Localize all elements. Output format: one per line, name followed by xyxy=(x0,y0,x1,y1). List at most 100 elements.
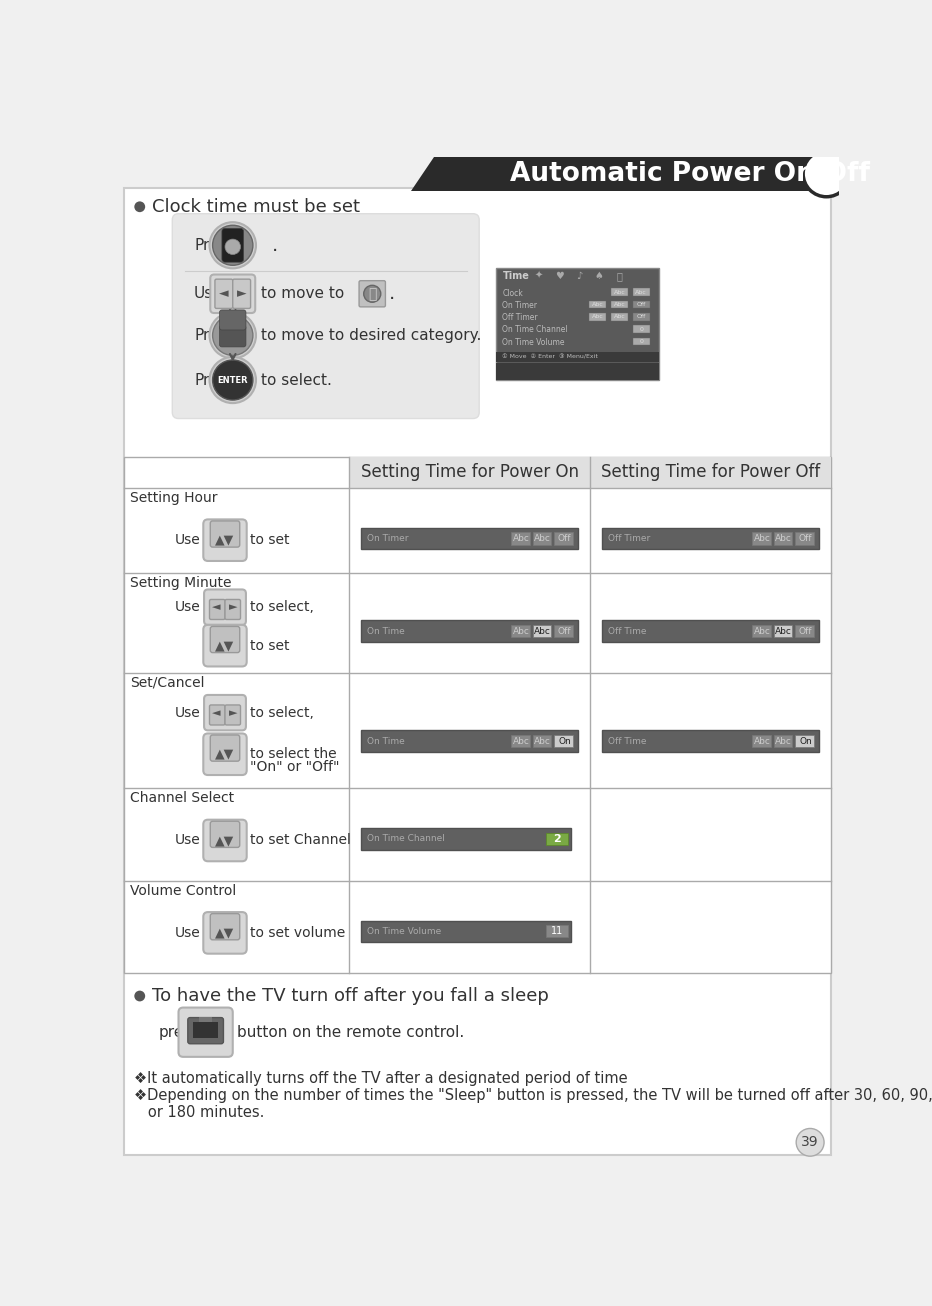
Text: Setting Time for Power On: Setting Time for Power On xyxy=(361,464,579,482)
FancyBboxPatch shape xyxy=(211,274,255,313)
FancyBboxPatch shape xyxy=(225,705,240,725)
Text: Off: Off xyxy=(799,534,812,543)
Text: Press: Press xyxy=(194,372,235,388)
Text: to move to desired category.: to move to desired category. xyxy=(261,328,481,343)
FancyBboxPatch shape xyxy=(496,268,659,380)
Text: Use: Use xyxy=(174,833,200,848)
FancyBboxPatch shape xyxy=(204,589,246,624)
Text: Clock time must be set: Clock time must be set xyxy=(152,197,360,215)
Circle shape xyxy=(363,285,381,302)
Text: On Timer: On Timer xyxy=(502,300,538,310)
Text: Channel Select: Channel Select xyxy=(130,791,235,804)
FancyBboxPatch shape xyxy=(199,1017,212,1024)
Text: ⌚: ⌚ xyxy=(617,272,623,281)
Text: On Time: On Time xyxy=(367,627,404,636)
FancyBboxPatch shape xyxy=(774,533,792,545)
FancyBboxPatch shape xyxy=(203,820,247,861)
FancyBboxPatch shape xyxy=(546,833,568,845)
Text: to set volume: to set volume xyxy=(250,926,345,940)
Text: "On" or "Off": "On" or "Off" xyxy=(250,760,339,774)
Polygon shape xyxy=(411,157,831,191)
FancyBboxPatch shape xyxy=(795,624,814,637)
FancyBboxPatch shape xyxy=(511,533,529,545)
Text: 2: 2 xyxy=(553,835,560,844)
FancyBboxPatch shape xyxy=(124,188,831,1155)
Text: Abc: Abc xyxy=(534,534,551,543)
Text: Off: Off xyxy=(799,627,812,636)
Text: ►: ► xyxy=(238,287,247,300)
FancyBboxPatch shape xyxy=(611,313,628,321)
FancyBboxPatch shape xyxy=(533,735,551,747)
Text: Abc: Abc xyxy=(513,627,529,636)
Text: Abc: Abc xyxy=(513,737,529,746)
Text: On Time Volume: On Time Volume xyxy=(367,927,441,936)
Text: Use: Use xyxy=(194,286,223,302)
Text: ►: ► xyxy=(229,602,238,613)
Text: .: . xyxy=(390,285,395,303)
FancyBboxPatch shape xyxy=(203,912,247,953)
Text: ▲▼: ▲▼ xyxy=(215,534,235,547)
FancyBboxPatch shape xyxy=(361,528,579,550)
Text: ◄: ◄ xyxy=(212,708,221,718)
Circle shape xyxy=(803,150,850,197)
Circle shape xyxy=(212,360,253,400)
FancyBboxPatch shape xyxy=(602,730,819,752)
Circle shape xyxy=(225,239,240,255)
Text: Off: Off xyxy=(637,302,646,307)
Text: to set Channel: to set Channel xyxy=(250,833,350,848)
FancyBboxPatch shape xyxy=(203,734,247,774)
Text: Press: Press xyxy=(194,238,235,253)
FancyBboxPatch shape xyxy=(611,300,628,308)
Text: Abc: Abc xyxy=(754,737,771,746)
Text: ① Move  ② Enter  ③ Menu/Exit: ① Move ② Enter ③ Menu/Exit xyxy=(502,354,598,359)
FancyBboxPatch shape xyxy=(349,457,831,488)
Circle shape xyxy=(134,201,145,212)
Text: Automatic Power On/Off: Automatic Power On/Off xyxy=(510,161,870,187)
FancyBboxPatch shape xyxy=(555,735,573,747)
Circle shape xyxy=(212,315,253,355)
Text: Abc: Abc xyxy=(636,290,647,295)
Text: Abc: Abc xyxy=(775,534,792,543)
FancyBboxPatch shape xyxy=(496,351,659,362)
FancyBboxPatch shape xyxy=(752,624,771,637)
FancyBboxPatch shape xyxy=(225,599,240,619)
Text: Off: Off xyxy=(557,534,571,543)
Text: Time: Time xyxy=(502,272,529,281)
FancyBboxPatch shape xyxy=(533,533,551,545)
Text: to set: to set xyxy=(250,533,289,547)
FancyBboxPatch shape xyxy=(215,279,233,308)
Circle shape xyxy=(212,225,253,265)
FancyBboxPatch shape xyxy=(511,735,529,747)
Text: Abc: Abc xyxy=(534,627,551,636)
Text: ▲▼: ▲▼ xyxy=(215,639,235,652)
Text: Use: Use xyxy=(174,601,200,614)
Text: Setting Minute: Setting Minute xyxy=(130,576,232,589)
FancyBboxPatch shape xyxy=(203,624,247,666)
Text: to set: to set xyxy=(250,639,289,653)
FancyBboxPatch shape xyxy=(546,925,568,938)
Text: Abc: Abc xyxy=(513,534,529,543)
Text: ▲▼: ▲▼ xyxy=(215,926,235,939)
Text: Off Time: Off Time xyxy=(608,737,647,746)
Text: Use: Use xyxy=(174,926,200,940)
Circle shape xyxy=(210,357,256,404)
Text: Abc: Abc xyxy=(613,290,625,295)
Text: Abc: Abc xyxy=(775,627,792,636)
Circle shape xyxy=(796,1128,824,1156)
FancyBboxPatch shape xyxy=(220,325,246,347)
Text: Abc: Abc xyxy=(613,302,625,307)
Text: ENTER: ENTER xyxy=(217,376,248,384)
FancyBboxPatch shape xyxy=(752,533,771,545)
FancyBboxPatch shape xyxy=(210,599,225,619)
FancyBboxPatch shape xyxy=(211,821,240,848)
Text: Abc: Abc xyxy=(613,315,625,320)
FancyBboxPatch shape xyxy=(496,363,659,380)
FancyBboxPatch shape xyxy=(589,300,607,308)
Text: to move to: to move to xyxy=(261,286,344,302)
Text: to select.: to select. xyxy=(261,372,332,388)
FancyBboxPatch shape xyxy=(211,521,240,547)
FancyBboxPatch shape xyxy=(361,921,570,942)
Text: ♠: ♠ xyxy=(595,272,604,281)
FancyBboxPatch shape xyxy=(210,705,225,725)
Text: to select,: to select, xyxy=(250,601,314,614)
